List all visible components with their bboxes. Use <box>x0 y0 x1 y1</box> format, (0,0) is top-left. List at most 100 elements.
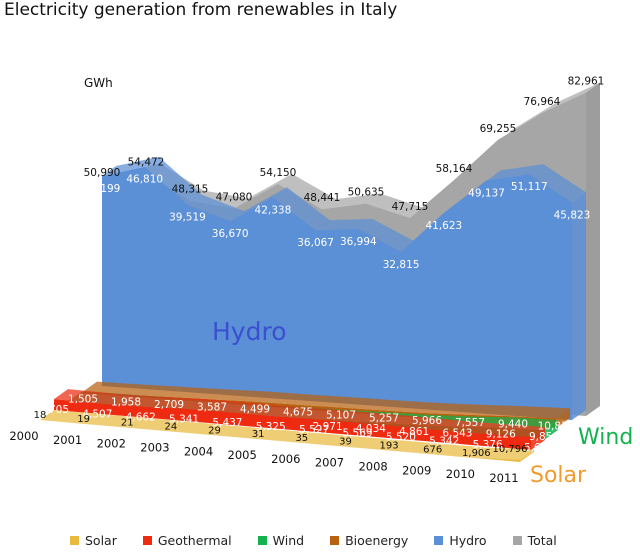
data-label-bioenergy-2006: 5,107 <box>326 409 356 421</box>
data-label-hydro-2002: 39,519 <box>169 211 206 223</box>
data-label-total-2011: 82,961 <box>568 75 605 87</box>
data-label-total-2003: 47,080 <box>216 191 253 203</box>
data-label-geothermal-2001: 4,507 <box>82 408 112 420</box>
legend-swatch-wind <box>257 536 267 545</box>
area-side-wind <box>544 420 558 440</box>
data-label-solar-2007: 39 <box>339 437 352 448</box>
area-geothermal <box>54 399 531 450</box>
data-label-total-2001: 54,472 <box>128 157 165 169</box>
legend-label-solar: Solar <box>85 533 117 548</box>
data-label-bioenergy-2011: 10,832 <box>538 420 575 432</box>
area-top-geothermal <box>54 389 545 437</box>
legend-swatch-solar <box>70 536 79 545</box>
data-label-solar-2004: 29 <box>208 425 221 436</box>
data-label-bioenergy-2004: 4,499 <box>240 404 270 416</box>
data-label-wind-2008: 4,861 <box>399 426 429 438</box>
data-label-wind-2007: 4,034 <box>356 423 386 435</box>
data-label-bioenergy-2007: 5,257 <box>369 413 399 425</box>
data-label-geothermal-2004: 5,437 <box>212 417 242 429</box>
legend-label-hydro: Hydro <box>449 533 487 548</box>
data-label-wind-2006: 2,971 <box>313 421 343 433</box>
x-tick-2004: 2004 <box>184 444 213 458</box>
series-label-solar: Solar <box>530 463 587 488</box>
data-label-solar-2003: 24 <box>165 421 178 432</box>
legend-label-total: Total <box>527 533 557 548</box>
data-label-bioenergy-2001: 1,958 <box>111 396 141 408</box>
area-top-bioenergy <box>83 381 570 419</box>
data-label-bioenergy-2003: 3,587 <box>197 401 227 413</box>
area-side-hydro <box>572 192 586 420</box>
legend-item-solar: Solar <box>70 533 117 548</box>
unit-label: GWh <box>84 76 113 90</box>
x-tick-2000: 2000 <box>9 429 38 443</box>
data-label-total-2000: 50,990 <box>84 167 121 179</box>
x-tick-2009: 2009 <box>402 463 431 477</box>
data-label-bioenergy-2002: 2,709 <box>154 399 184 411</box>
chart-legend: Solar Geothermal Wind Bioenergy Hydro To… <box>70 533 583 548</box>
x-tick-2010: 2010 <box>446 467 475 481</box>
legend-swatch-total <box>512 536 522 545</box>
data-label-geothermal-2006: 5,527 <box>299 424 329 436</box>
data-label-hydro-2011: 45,823 <box>554 209 591 221</box>
legend-swatch-geothermal <box>142 536 152 545</box>
data-label-bioenergy-2010: 9,440 <box>498 418 528 430</box>
renewables-area-chart: 50,990 54,472 48,315 47,080 54,150 48,441 50,6… <box>9 75 633 488</box>
area-hydro <box>102 166 572 420</box>
data-label-geothermal-2007: 5,569 <box>343 428 373 440</box>
data-label-geothermal-2000: 4,705 <box>39 404 69 416</box>
data-label-hydro-2004: 42,338 <box>255 204 292 216</box>
area-top-solar <box>40 409 534 460</box>
data-label-bioenergy-2000: 1,505 <box>68 394 98 406</box>
data-label-total-2008: 58,164 <box>436 163 473 175</box>
data-label-bioenergy-2009: 7,557 <box>455 417 485 429</box>
data-label-bioenergy-2008: 5,966 <box>412 415 442 427</box>
data-label-hydro-2007: 32,815 <box>383 259 420 271</box>
data-label-hydro-2005: 36,067 <box>297 237 334 249</box>
data-label-hydro-2009: 49,137 <box>468 187 505 199</box>
data-label-wind-2009: 6,543 <box>442 428 472 440</box>
x-tick-2006: 2006 <box>271 452 300 466</box>
data-label-solar-2011: 10,796 <box>493 444 528 455</box>
data-label-geothermal-2011: 5,654 <box>524 442 554 454</box>
legend-swatch-hydro <box>434 536 444 545</box>
data-label-bioenergy-2005: 4,675 <box>283 407 313 419</box>
x-tick-2001: 2001 <box>53 433 82 447</box>
legend-swatch-bioenergy <box>330 536 340 545</box>
data-label-total-2004: 54,150 <box>260 167 297 179</box>
legend-label-geothermal: Geothermal <box>157 533 232 548</box>
data-label-geothermal-2009: 5,342 <box>429 435 459 447</box>
area-side-bioenergy <box>556 408 570 428</box>
area-side-solar <box>520 449 534 462</box>
data-label-hydro-2001: 46,810 <box>126 174 163 186</box>
data-label-geothermal-2002: 4,662 <box>126 412 156 424</box>
data-label-total-2006: 50,635 <box>348 187 385 199</box>
data-label-wind-2011: 9,856 <box>529 431 559 443</box>
data-label-solar-2008: 193 <box>380 441 399 452</box>
legend-item-bioenergy: Bioenergy <box>330 533 408 548</box>
legend-item-hydro: Hydro <box>434 533 487 548</box>
data-label-geothermal-2010: 5,376 <box>473 439 503 451</box>
legend-label-bioenergy: Bioenergy <box>345 533 409 548</box>
x-tick-2007: 2007 <box>315 456 344 470</box>
data-label-solar-2001: 19 <box>77 414 90 425</box>
data-label-hydro-2010: 51,117 <box>511 181 548 193</box>
data-label-hydro-2000: 44,199 <box>84 183 121 195</box>
data-label-total-2007: 47,715 <box>392 201 429 213</box>
legend-item-total: Total <box>512 533 557 548</box>
legend-item-geothermal: Geothermal <box>142 533 232 548</box>
x-tick-2008: 2008 <box>358 460 387 474</box>
data-label-solar-2006: 35 <box>295 433 308 444</box>
area-top-hydro <box>102 156 586 252</box>
legend-label-wind: Wind <box>272 533 305 548</box>
x-tick-2005: 2005 <box>228 448 257 462</box>
x-tick-2003: 2003 <box>140 440 169 454</box>
data-label-geothermal-2008: 5,520 <box>386 431 416 443</box>
data-label-total-2005: 48,441 <box>304 192 341 204</box>
legend-item-wind: Wind <box>257 533 305 548</box>
data-label-wind-2010: 9,126 <box>486 428 516 440</box>
data-label-total-2009: 69,255 <box>480 123 517 135</box>
area-side-geothermal <box>531 426 545 450</box>
data-label-hydro-2008: 41,623 <box>425 220 462 232</box>
data-label-hydro-2003: 36,670 <box>212 228 249 240</box>
data-label-geothermal-2003: 5,341 <box>169 414 199 426</box>
